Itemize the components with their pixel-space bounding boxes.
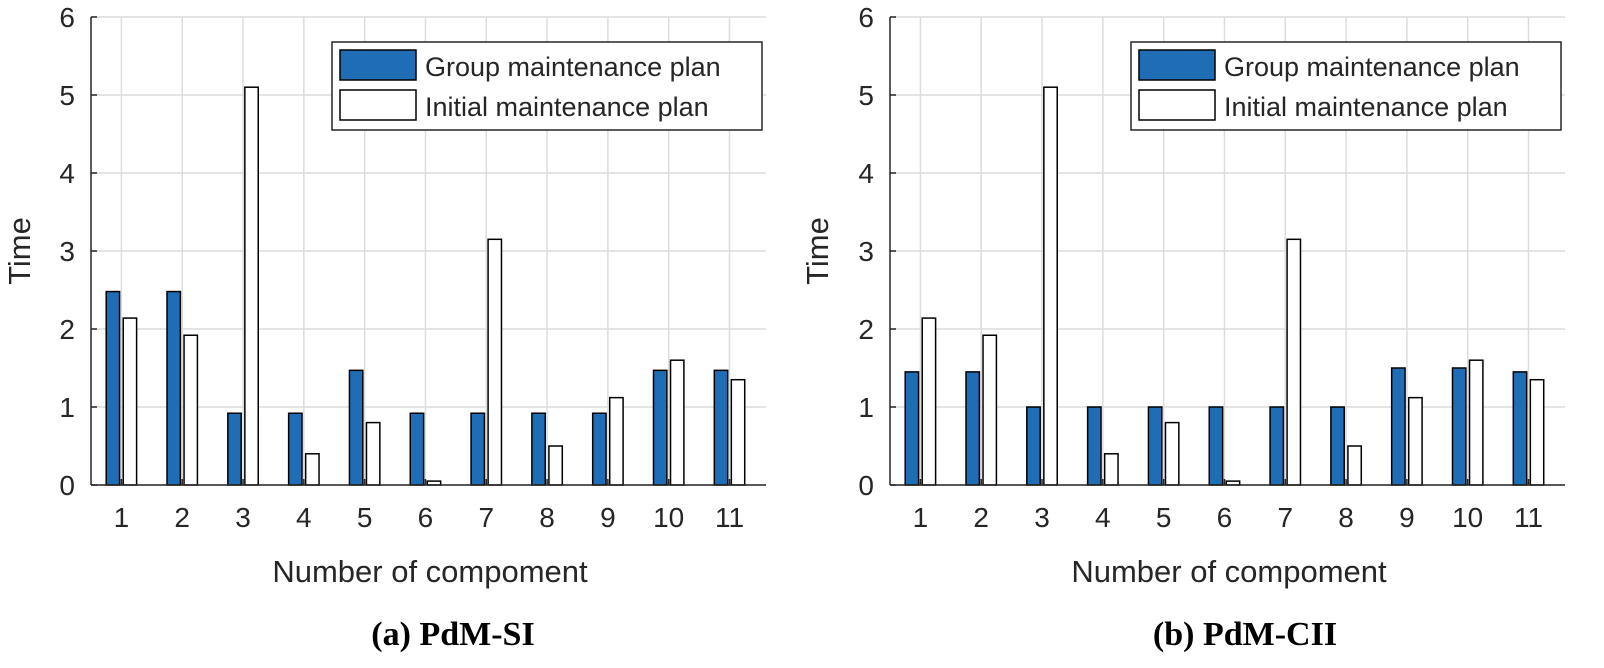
- plot-area-b: 0 1 2 3 4 5 6 1 2 3 4 5 6 7 8 9 10 11 Group maintenance pl…: [858, 2, 1565, 533]
- x-tick-label-a: 9: [600, 502, 616, 533]
- x-tick-label-b: 1: [913, 502, 929, 533]
- bar-group-a-11: [713, 369, 729, 486]
- legend-swatch-a-group: [339, 49, 417, 81]
- bar-group-a-7: [470, 412, 486, 486]
- x-tick-label-a: 4: [296, 502, 312, 533]
- caption-a: (a) PdM-SI: [371, 616, 534, 653]
- bar-initial-a-11: [730, 378, 746, 486]
- bar-group-b-4: [1086, 406, 1102, 486]
- y-tick-label-b: 3: [858, 236, 874, 267]
- bar-group-a-3: [227, 412, 242, 486]
- x-tick-label-a: 8: [539, 502, 555, 533]
- y-tick-label-a: 2: [59, 314, 75, 345]
- y-tick-label-a: 5: [59, 80, 75, 111]
- bar-initial-b-2: [982, 334, 998, 486]
- bar-initial-a-5: [365, 421, 381, 486]
- x-tick-label-b: 4: [1095, 502, 1111, 533]
- x-tick-label-a: 10: [653, 502, 684, 533]
- bar-group-b-2: [965, 371, 981, 486]
- bar-group-a-6: [409, 412, 425, 486]
- x-tick-label-b: 8: [1338, 502, 1354, 533]
- bar-initial-b-1: [921, 317, 937, 486]
- y-tick-label-a: 4: [59, 158, 75, 189]
- bar-group-a-8: [531, 412, 547, 486]
- legend-label-a-group: Group maintenance plan: [425, 52, 721, 82]
- bar-initial-a-1: [122, 317, 138, 486]
- y-tick-label-a: 3: [59, 236, 75, 267]
- x-tick-label-b: 3: [1034, 502, 1050, 533]
- y-tick-label-a: 6: [59, 2, 75, 33]
- bar-group-a-1: [105, 290, 121, 486]
- bar-initial-b-10: [1468, 359, 1484, 486]
- y-tick-label-a: 0: [59, 470, 75, 501]
- legend-swatch-b-initial: [1138, 89, 1216, 121]
- x-tick-label-b: 2: [973, 502, 989, 533]
- bar-initial-b-5: [1164, 421, 1180, 486]
- y-tick-label-b: 5: [858, 80, 874, 111]
- bar-initial-b-8: [1347, 445, 1363, 486]
- x-tick-label-a: 3: [235, 502, 251, 533]
- bar-group-a-10: [652, 369, 668, 486]
- y-tick-label-b: 6: [858, 2, 874, 33]
- bar-group-b-5: [1147, 406, 1163, 486]
- x-tick-label-a: 11: [715, 502, 744, 533]
- bar-group-b-8: [1330, 406, 1346, 486]
- x-tick-label-a: 5: [357, 502, 373, 533]
- y-tick-label-b: 1: [858, 392, 874, 423]
- bar-initial-a-7: [487, 238, 503, 486]
- panel-a: 0 1 2 3 4 5 6 1 2 3 4 5 6 7 8 9 10 11 Group maintenance pl…: [2, 2, 766, 653]
- y-tick-label-a: 1: [59, 392, 75, 423]
- legend-label-b-group: Group maintenance plan: [1224, 52, 1520, 82]
- legend-label-a-initial: Initial maintenance plan: [425, 92, 709, 122]
- bar-group-a-5: [348, 369, 364, 486]
- x-axis-title-b: Number of compoment: [1071, 554, 1387, 589]
- x-tick-label-a: 6: [418, 502, 434, 533]
- x-tick-label-b: 9: [1399, 502, 1415, 533]
- y-tick-label-b: 0: [858, 470, 874, 501]
- bar-group-b-9: [1390, 367, 1406, 486]
- x-axis-title-a: Number of compoment: [272, 554, 588, 589]
- bar-group-b-11: [1512, 371, 1528, 486]
- x-tick-label-a: 1: [114, 502, 130, 533]
- bar-group-b-6: [1208, 406, 1224, 486]
- bar-initial-b-4: [1103, 453, 1119, 486]
- legend-label-b-initial: Initial maintenance plan: [1224, 92, 1508, 122]
- x-tick-label-a: 2: [174, 502, 190, 533]
- bar-group-b-7: [1269, 406, 1285, 486]
- bar-initial-b-7: [1286, 238, 1302, 486]
- bar-group-a-4: [287, 412, 303, 486]
- bar-group-b-1: [904, 371, 920, 486]
- bar-initial-a-8: [548, 445, 564, 486]
- bar-group-a-2: [166, 290, 182, 486]
- bar-initial-b-3: [1043, 86, 1058, 486]
- bar-initial-a-2: [183, 334, 199, 486]
- bar-group-b-3: [1026, 406, 1041, 486]
- legend-swatch-a-initial: [339, 89, 417, 121]
- bar-initial-b-11: [1529, 378, 1545, 486]
- bar-initial-a-9: [608, 396, 624, 486]
- plot-area-a: 0 1 2 3 4 5 6 1 2 3 4 5 6 7 8 9 10 11 Group maintenance pl…: [59, 2, 766, 533]
- x-tick-label-b: 10: [1452, 502, 1483, 533]
- bar-initial-a-10: [669, 359, 685, 486]
- bar-initial-b-9: [1407, 396, 1423, 486]
- caption-b: (b) PdM-CII: [1153, 616, 1337, 653]
- x-tick-label-b: 7: [1277, 502, 1293, 533]
- y-tick-label-b: 4: [858, 158, 874, 189]
- x-tick-label-a: 7: [478, 502, 494, 533]
- bar-initial-a-4: [304, 453, 320, 486]
- bar-initial-a-3: [244, 86, 259, 486]
- y-tick-label-b: 2: [858, 314, 874, 345]
- y-axis-title-b: Time: [800, 217, 835, 285]
- x-tick-label-b: 6: [1217, 502, 1233, 533]
- x-tick-label-b: 5: [1156, 502, 1172, 533]
- bar-group-b-10: [1451, 367, 1467, 486]
- y-axis-title-a: Time: [2, 217, 37, 285]
- x-tick-label-b: 11: [1514, 502, 1543, 533]
- bar-group-a-9: [591, 412, 607, 486]
- panel-b: 0 1 2 3 4 5 6 1 2 3 4 5 6 7 8 9 10 11 Group maintenance pl…: [800, 2, 1565, 653]
- legend-swatch-b-group: [1138, 49, 1216, 81]
